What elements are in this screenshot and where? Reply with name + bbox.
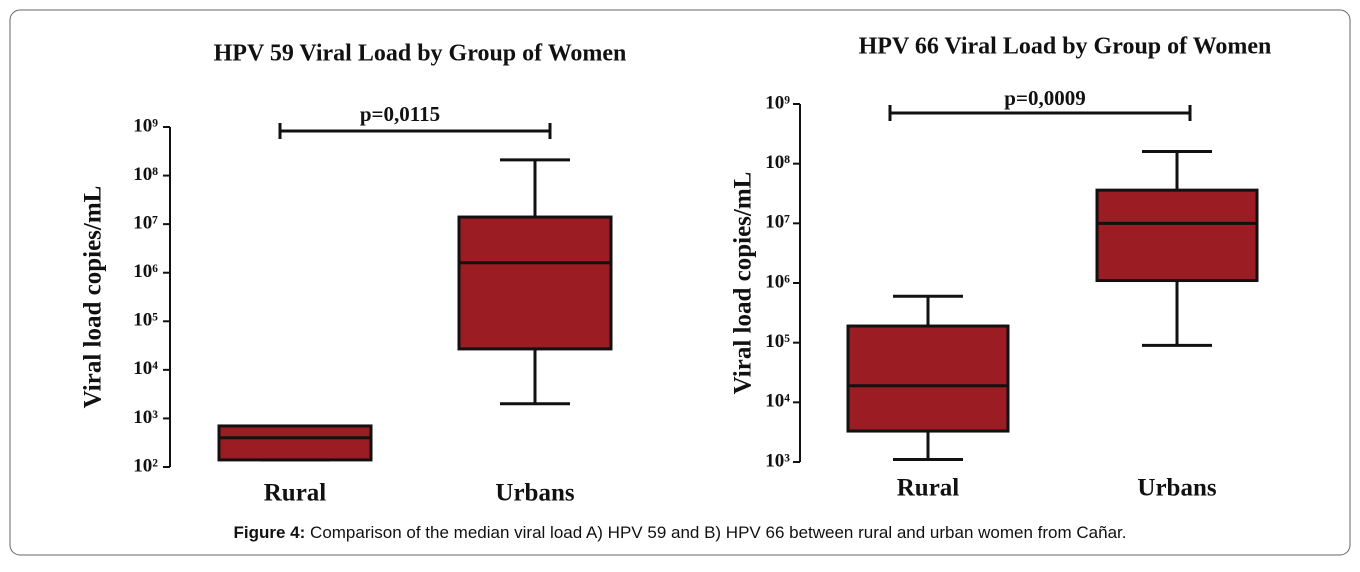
box [217,424,373,462]
y-tick-label: 10⁸ [133,164,158,185]
y-tick-label: 10⁴ [765,391,790,412]
caption-label: Figure 4: [234,523,306,542]
chart-title: HPV 59 Viral Load by Group of Women [214,41,627,67]
y-axis-label: Viral load copies/mL [730,172,757,395]
caption: Figure 4: Comparison of the median viral… [234,523,1127,542]
y-tick-label: 10⁸ [765,152,790,173]
y-tick-label: 10⁷ [133,213,158,234]
p-value: p=0,0115 [360,102,440,126]
y-tick-label: 10⁶ [765,271,790,292]
y-tick-label: 10⁹ [133,115,158,136]
frame [9,9,1351,556]
x-tick-label: Rural [264,480,327,507]
x-tick-label: Urbans [1137,475,1216,502]
caption-text: Comparison of the median viral load A) H… [305,523,1126,542]
y-tick-label: 10⁹ [765,92,790,113]
y-tick-label: 10³ [765,450,790,471]
y-tick-label: 10⁴ [133,358,158,379]
box [457,215,613,351]
x-tick-label: Urbans [495,480,574,507]
box [846,324,1010,433]
x-tick-label: Rural [897,475,960,502]
y-tick-label: 10⁵ [133,310,158,331]
y-tick-label: 10³ [133,407,158,428]
p-value: p=0,0009 [1004,86,1085,110]
box [1095,188,1259,283]
y-tick-label: 10⁶ [133,261,158,282]
y-tick-label: 10² [133,455,158,476]
y-tick-label: 10⁷ [765,212,790,233]
chart-title: HPV 66 Viral Load by Group of Women [859,34,1272,60]
y-tick-label: 10⁵ [765,331,790,352]
y-axis-label: Viral load copies/mL [80,186,107,409]
